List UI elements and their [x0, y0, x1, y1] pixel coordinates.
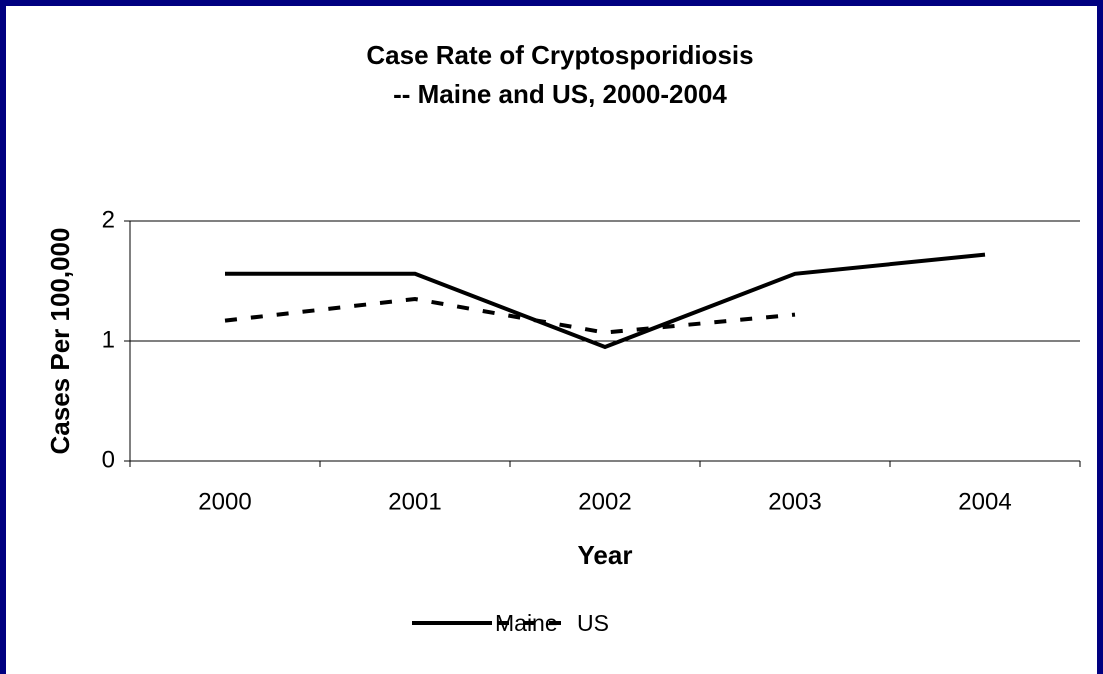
- y-tick-label: 2: [102, 206, 115, 233]
- y-tick-label: 0: [102, 446, 115, 473]
- legend-label: US: [577, 610, 609, 636]
- x-tick-label: 2002: [578, 488, 631, 515]
- x-tick-label: 2004: [958, 488, 1011, 515]
- x-tick-label: 2000: [198, 488, 251, 515]
- y-tick-label: 1: [102, 326, 115, 353]
- chart-title: Case Rate of Cryptosporidiosis: [366, 40, 753, 70]
- x-tick-label: 2003: [768, 488, 821, 515]
- x-tick-label: 2001: [388, 488, 441, 515]
- x-axis-label: Year: [578, 540, 633, 570]
- y-axis-label: Cases Per 100,000: [45, 228, 75, 455]
- series-line: [225, 252, 986, 350]
- series-line: [224, 296, 796, 335]
- chart-title: -- Maine and US, 2000-2004: [393, 79, 727, 109]
